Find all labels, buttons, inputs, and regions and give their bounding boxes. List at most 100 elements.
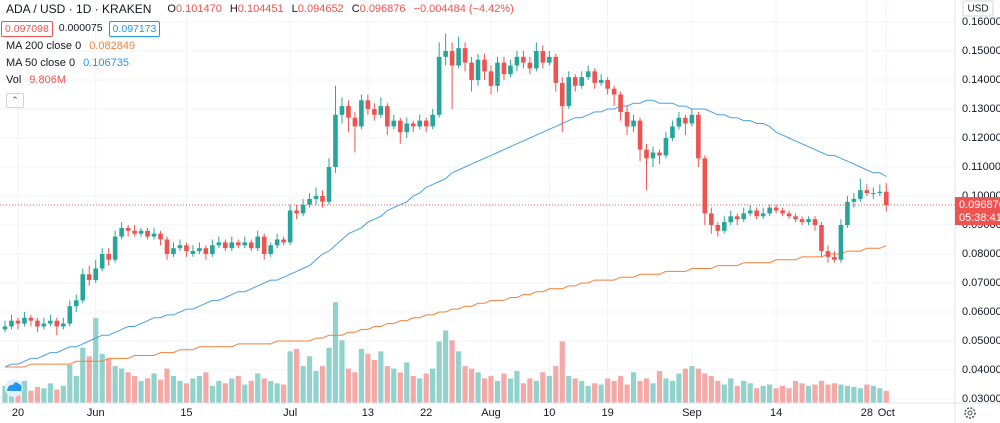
candle-body [397,120,403,133]
volume-bar [559,341,565,403]
volume-bar [792,380,799,403]
candle-body [812,219,818,225]
candle-body [624,111,630,127]
candle-body [488,71,494,86]
volume-bar [838,384,844,403]
candle-body [773,207,779,211]
candle-body [197,248,202,252]
candle-body [436,56,442,115]
volume-bar [313,371,319,403]
volume-bar [436,341,442,403]
candle-body [333,114,338,167]
volume-bar [248,380,254,403]
candle-body [99,253,105,269]
volume-bar [721,384,727,403]
volume-bar [572,378,578,403]
currency-box[interactable] [962,0,994,17]
candle-body [521,56,526,63]
candle-body [261,236,267,254]
candle-body [540,51,546,63]
settings-gear[interactable] [964,407,976,419]
volume-bar [566,375,572,403]
candle-body [851,198,857,202]
volume-bar [630,372,637,403]
volume-bar [352,372,358,403]
candle-body [320,195,325,202]
volume-bar [287,351,293,403]
quote-row: 0.097098 0.000075 0.097173 [0,20,514,37]
volume-bar [119,368,125,403]
volume-bar [669,380,676,403]
candle-body [657,152,662,156]
low-value: 0.094652 [297,3,344,15]
candle-body [352,117,358,127]
volume-bar [404,362,410,403]
candle-body [313,195,319,199]
candle-body [48,320,53,324]
volume-bar [378,351,384,403]
sell-price[interactable]: 0.097098 [1,20,53,37]
candle-body [527,62,533,69]
volume-bar [540,372,546,403]
volume-bar [462,366,468,403]
volume-bar [870,385,876,403]
candle-body [281,239,286,243]
candle-body [501,62,507,75]
candle-layer [2,33,889,336]
volume-bar [520,383,526,403]
candle-body [676,117,682,127]
candle-body [73,300,79,307]
volume-bar [423,373,429,403]
vol-name[interactable]: Vol [6,74,22,86]
ma200-value: 0.082849 [89,40,136,52]
high-label: H [229,3,238,15]
volume-bar [177,380,183,403]
candle-body [482,59,487,72]
volume-bar [106,358,112,403]
volume-bar [417,378,423,403]
volume-bar [21,380,28,403]
vol-value: 9.806M [29,74,66,86]
candle-body [235,242,241,246]
volume-bar [449,340,455,403]
volume-bar [170,375,177,403]
candle-body [287,210,293,243]
spread: 0.000075 [58,22,103,34]
candle-body [514,56,520,66]
x-tick-label: 19 [602,407,614,419]
volume-bar [592,383,598,403]
candle-body [54,320,60,327]
volume-bar [300,366,306,403]
volume-bar [319,366,326,403]
volume-bar [391,368,397,403]
symbol[interactable]: ADA / USD · 1D · KRAKEN [6,2,152,16]
volume-bar [624,384,630,403]
candle-body [443,51,448,57]
candle-body [365,100,371,110]
volume-bar [741,380,747,403]
volume-bar [443,330,449,403]
candle-body [572,77,578,86]
volume-bar [216,380,222,403]
ma200-name[interactable]: MA 200 close 0 [6,40,82,52]
candle-body [326,166,332,202]
volume-bar [650,383,656,403]
volume-bar [242,384,248,403]
collapse-button[interactable]: ⌃ [6,93,24,108]
volume-bar [857,388,863,403]
candle-body [663,138,669,156]
buy-price[interactable]: 0.097173 [108,20,161,37]
gear-inner[interactable] [967,410,973,416]
volume-bar [579,380,585,403]
volume-bar [747,383,753,403]
volume-bar [261,378,267,403]
volume-bar [864,384,870,403]
ma50-name[interactable]: MA 50 close 0 [6,57,76,69]
volume-bar [468,368,475,403]
volume-bar [456,351,462,403]
gear-outer[interactable] [964,407,976,419]
